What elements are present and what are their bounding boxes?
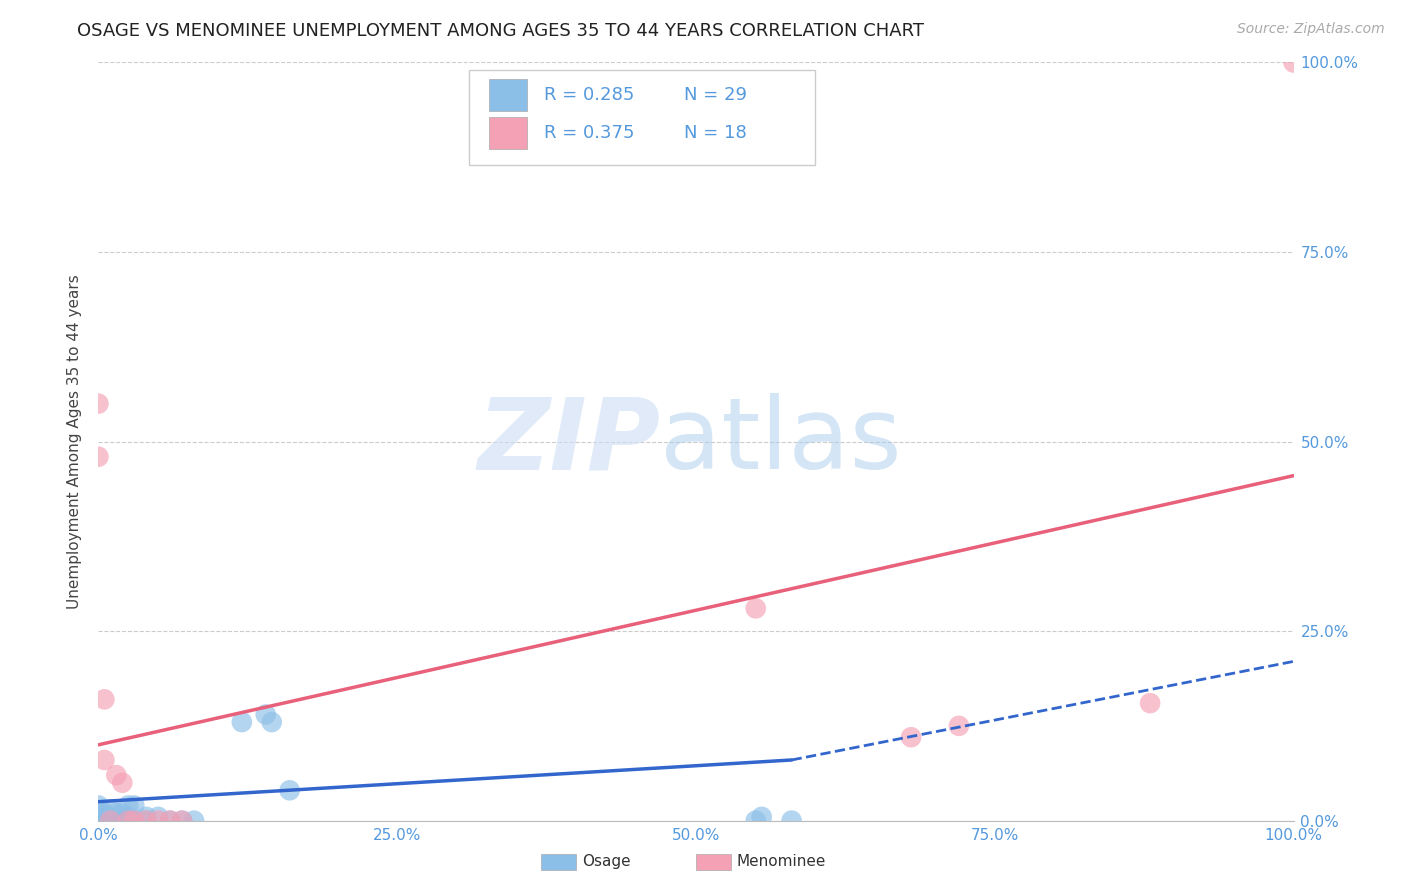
Point [93,692,115,706]
Text: R = 0.285: R = 0.285 [544,86,634,104]
Point [172,814,194,828]
Text: Osage: Osage [582,855,631,869]
Text: OSAGE VS MENOMINEE UNEMPLOYMENT AMONG AGES 35 TO 44 YEARS CORRELATION CHART: OSAGE VS MENOMINEE UNEMPLOYMENT AMONG AG… [77,22,924,40]
Point [111,814,134,828]
Point [183,814,205,828]
Point [148,810,170,824]
Point [87,814,110,828]
Point [254,707,277,722]
Point [780,814,803,828]
Point [87,810,110,824]
Point [135,810,157,824]
Point [93,753,115,767]
Point [1282,55,1305,70]
Point [93,806,115,821]
Point [124,814,146,828]
Point [117,814,139,828]
Text: ZIP: ZIP [477,393,661,490]
Point [745,601,768,615]
Text: R = 0.375: R = 0.375 [544,124,634,142]
Point [87,798,110,813]
Point [124,814,146,828]
Point [231,715,253,730]
Point [159,814,181,828]
FancyBboxPatch shape [489,79,527,111]
Point [98,802,122,816]
Point [87,396,110,410]
Point [97,810,120,824]
Point [751,810,773,824]
Point [1139,696,1161,710]
FancyBboxPatch shape [489,117,527,149]
Point [260,715,283,730]
Point [87,450,110,464]
Point [135,814,157,828]
Point [135,814,157,828]
Point [105,806,128,821]
Point [111,806,134,821]
Text: Source: ZipAtlas.com: Source: ZipAtlas.com [1237,22,1385,37]
Point [159,814,181,828]
Text: atlas: atlas [661,393,901,490]
Point [124,798,146,813]
Y-axis label: Unemployment Among Ages 35 to 44 years: Unemployment Among Ages 35 to 44 years [66,274,82,609]
Point [98,814,122,828]
Point [93,814,115,828]
Point [745,814,768,828]
Text: N = 29: N = 29 [685,86,747,104]
Point [900,730,922,744]
Point [87,806,110,821]
Point [948,719,970,733]
Text: N = 18: N = 18 [685,124,747,142]
Point [111,776,134,790]
Point [117,798,139,813]
Point [117,810,139,824]
Point [278,783,301,797]
Text: Menominee: Menominee [737,855,827,869]
Point [172,814,194,828]
FancyBboxPatch shape [470,70,815,165]
Point [98,814,122,828]
Point [105,768,128,782]
Point [148,814,170,828]
